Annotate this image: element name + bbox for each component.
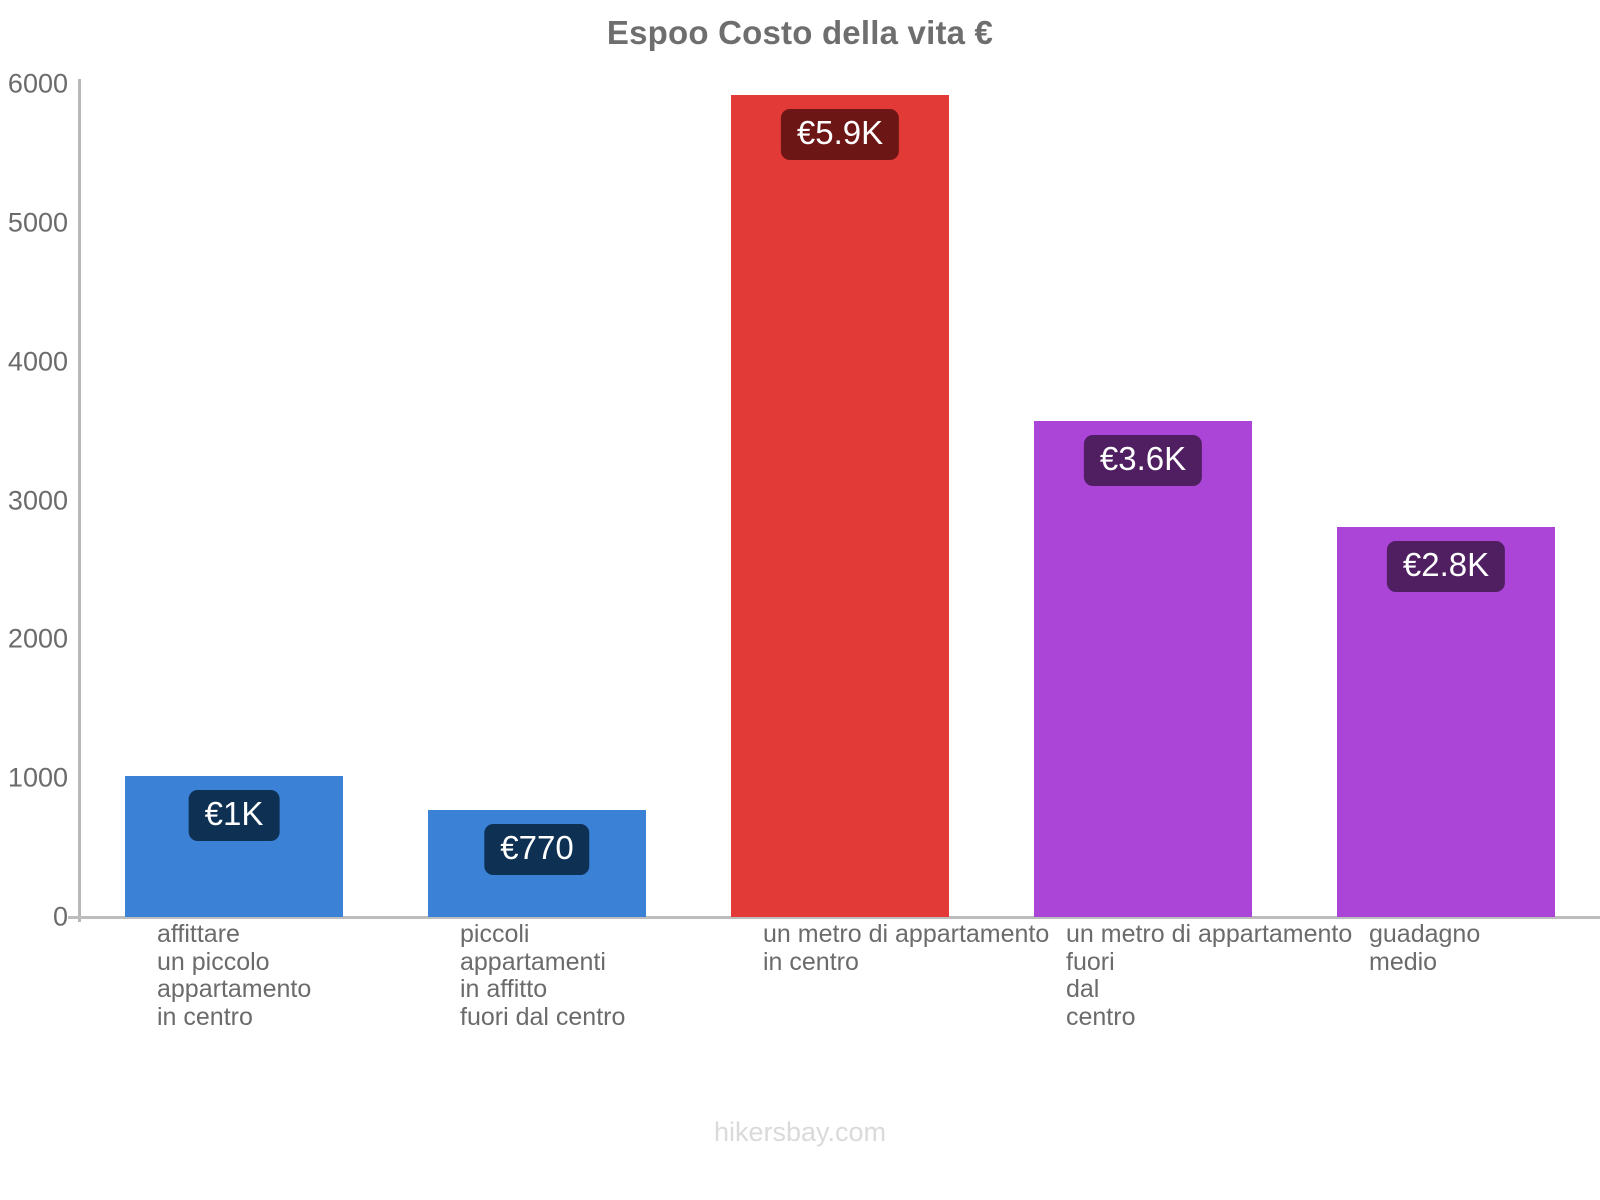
y-axis-tick-label: 3000: [7, 485, 68, 515]
bar-value-label: €770: [484, 824, 590, 876]
bar-value-label: €1K: [188, 790, 280, 842]
bar-value-label: €3.6K: [1083, 434, 1203, 486]
plot-area: €1K €770 €5.9K €3.6K €2.8K: [78, 84, 1600, 917]
x-axis-line: [68, 916, 1600, 919]
y-axis-tick-label: 5000: [7, 207, 68, 238]
y-axis-tick-label: 6000: [7, 68, 68, 99]
bar-value-label: €5.9K: [780, 109, 900, 161]
y-axis-tick-label: 4000: [7, 346, 68, 377]
x-axis-category-label: guadagno medio: [1369, 920, 1481, 976]
x-axis-category-label: un metro di appartamento in centro: [763, 920, 1050, 976]
chart-title: Espoo Costo della vita €: [606, 14, 994, 51]
bar[interactable]: [1337, 526, 1555, 917]
x-axis-category-label: piccoli appartamenti in affitto fuori da…: [460, 920, 626, 1031]
bar[interactable]: [731, 95, 949, 917]
y-axis-tick-label: 0: [52, 901, 68, 932]
x-axis-category-label: affittare un piccolo appartamento in cen…: [157, 920, 312, 1031]
bar[interactable]: [1034, 420, 1252, 917]
y-axis-line: [78, 79, 81, 922]
footer-watermark: hikersbay.com: [713, 1117, 887, 1147]
y-axis-tick-label: 2000: [7, 623, 68, 654]
bar-value-label: €2.8K: [1386, 540, 1506, 592]
y-axis-tick-label: 1000: [7, 762, 68, 793]
x-axis-category-label: un metro di appartamento fuori dal centr…: [1066, 920, 1353, 1031]
